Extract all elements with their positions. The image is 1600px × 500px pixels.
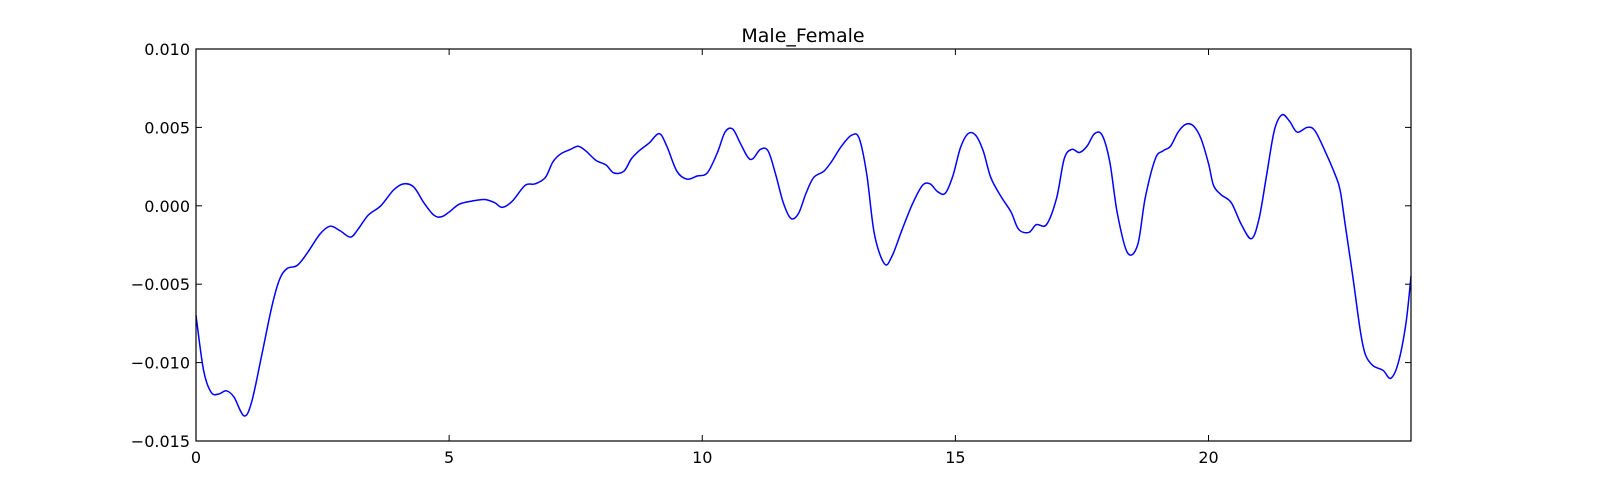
y-tick-label: 0.010 bbox=[144, 40, 190, 59]
series-line-0 bbox=[195, 113, 1412, 417]
series-layer bbox=[195, 113, 1412, 417]
y-axis: −0.015 −0.010 −0.005 0.000 0.005 0.010 bbox=[131, 40, 1411, 451]
x-tick-label: 20 bbox=[1198, 448, 1218, 467]
x-tick-label: 10 bbox=[692, 448, 712, 467]
chart-title: Male_Female bbox=[741, 25, 864, 47]
y-tick-label: 0.000 bbox=[144, 197, 190, 216]
y-tick-label: −0.010 bbox=[131, 354, 190, 373]
y-tick-label: 0.005 bbox=[144, 118, 190, 137]
y-tick-label: −0.015 bbox=[131, 432, 190, 451]
x-tick-label: 15 bbox=[945, 448, 965, 467]
x-axis: 0 5 10 15 20 bbox=[191, 49, 1219, 467]
plot-frame bbox=[195, 48, 1412, 442]
x-tick-label: 0 bbox=[191, 448, 201, 467]
y-tick-label: −0.005 bbox=[131, 275, 190, 294]
plot-area bbox=[195, 48, 1412, 442]
x-tick-label: 5 bbox=[444, 448, 454, 467]
